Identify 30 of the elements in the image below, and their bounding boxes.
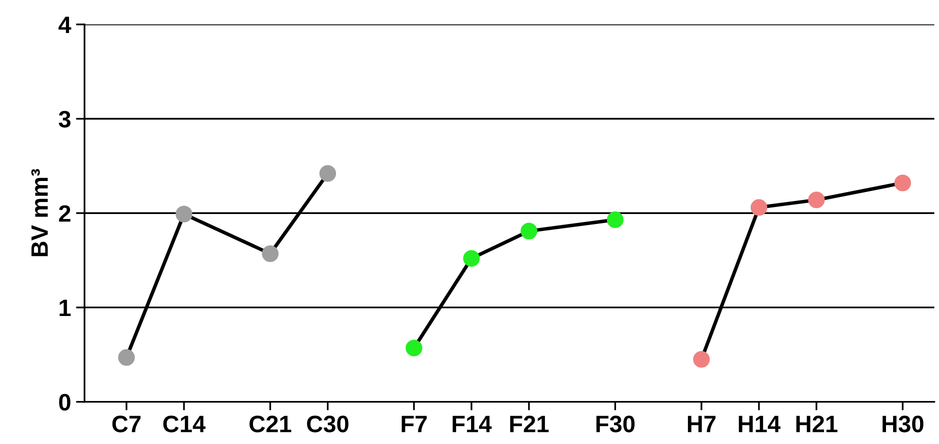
y-tick-label: 2: [59, 205, 70, 222]
x-tick-label: C14: [163, 416, 206, 432]
x-tick-label: C30: [307, 416, 348, 432]
y-tick-label: 4: [58, 16, 72, 33]
point: [750, 199, 768, 216]
point: [894, 174, 912, 192]
y-tick-label: 3: [58, 110, 70, 128]
point: [606, 211, 624, 228]
x-tick-label: H30: [882, 416, 924, 432]
x-tick-label: H21: [796, 416, 838, 432]
x-tick-label: F14: [452, 416, 492, 432]
x-tick-label: F7: [402, 416, 427, 432]
x-tick-label: F30: [596, 416, 635, 432]
y-axis-title: BV mm³: [31, 169, 48, 256]
point: [463, 250, 480, 267]
point: [406, 340, 422, 356]
x-tick-label: H7: [688, 416, 716, 432]
x-tick-label: F21: [510, 416, 549, 432]
x-tick-label: H14: [738, 416, 780, 432]
y-tick-label: 1: [60, 300, 71, 316]
point: [262, 245, 279, 262]
point: [693, 351, 710, 368]
point: [176, 206, 192, 222]
point: [319, 165, 336, 182]
point: [118, 349, 135, 366]
point: [520, 222, 538, 240]
point: [808, 192, 825, 208]
x-tick-label: C7: [112, 416, 141, 432]
x-tick-label: C21: [250, 416, 292, 432]
y-tick-label: 0: [59, 394, 70, 411]
